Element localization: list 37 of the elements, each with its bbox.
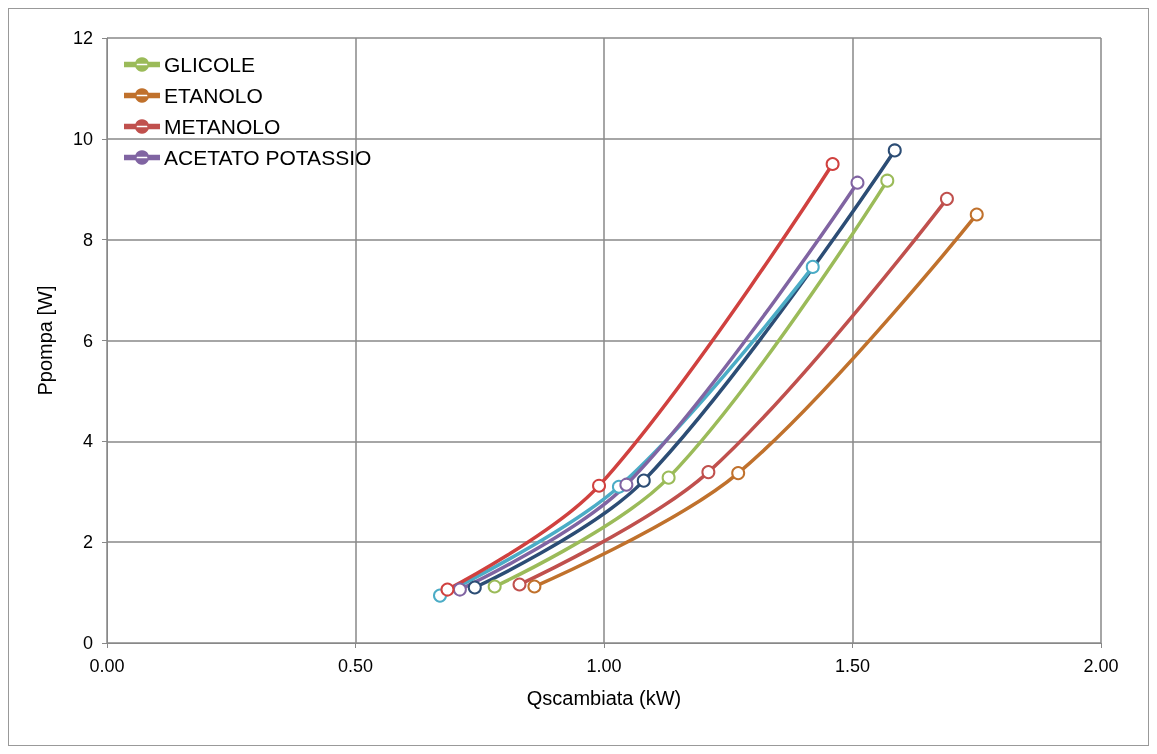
y-tick-label: 8	[82, 229, 93, 250]
y-tick-label: 6	[82, 330, 93, 351]
point	[825, 157, 840, 172]
x-axis-title: Qscambiata (kW)	[526, 687, 682, 709]
x-tick-label: 0.50	[337, 656, 374, 676]
y-tick-label: 12	[72, 28, 93, 48]
x-tick-label: 1.50	[834, 656, 871, 676]
point	[512, 577, 527, 592]
point	[440, 582, 455, 597]
point	[887, 143, 902, 158]
legend-label: GLICOLE	[164, 53, 256, 76]
point	[452, 582, 467, 597]
x-tick-label: 2.00	[1083, 656, 1119, 676]
y-tick-label: 4	[82, 431, 93, 452]
x-tick-label: 0.00	[89, 656, 125, 676]
legend-label: ETANOLO	[164, 84, 263, 107]
point	[939, 191, 954, 206]
point	[487, 579, 502, 594]
point	[619, 477, 634, 492]
point	[661, 470, 676, 485]
point	[850, 175, 865, 190]
legend-label: ACETATO POTASSIO	[164, 146, 372, 169]
point	[527, 579, 542, 594]
point	[880, 173, 895, 188]
point	[701, 465, 716, 480]
y-axis-title: Ppompa [W]	[34, 285, 56, 396]
y-tick-label: 0	[82, 633, 93, 653]
x-tick-label: 1.00	[586, 656, 622, 676]
point	[467, 580, 482, 595]
point	[636, 473, 651, 488]
legend-label: METANOLO	[164, 115, 281, 138]
y-tick-label: 10	[72, 128, 93, 149]
y-tick-label: 2	[82, 532, 93, 553]
point	[731, 466, 746, 481]
point	[969, 207, 984, 222]
point	[805, 259, 820, 274]
point	[592, 478, 607, 493]
